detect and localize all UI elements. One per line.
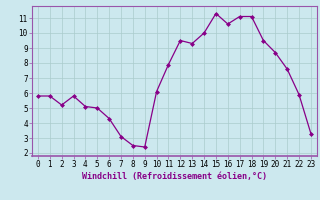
X-axis label: Windchill (Refroidissement éolien,°C): Windchill (Refroidissement éolien,°C) — [82, 172, 267, 181]
